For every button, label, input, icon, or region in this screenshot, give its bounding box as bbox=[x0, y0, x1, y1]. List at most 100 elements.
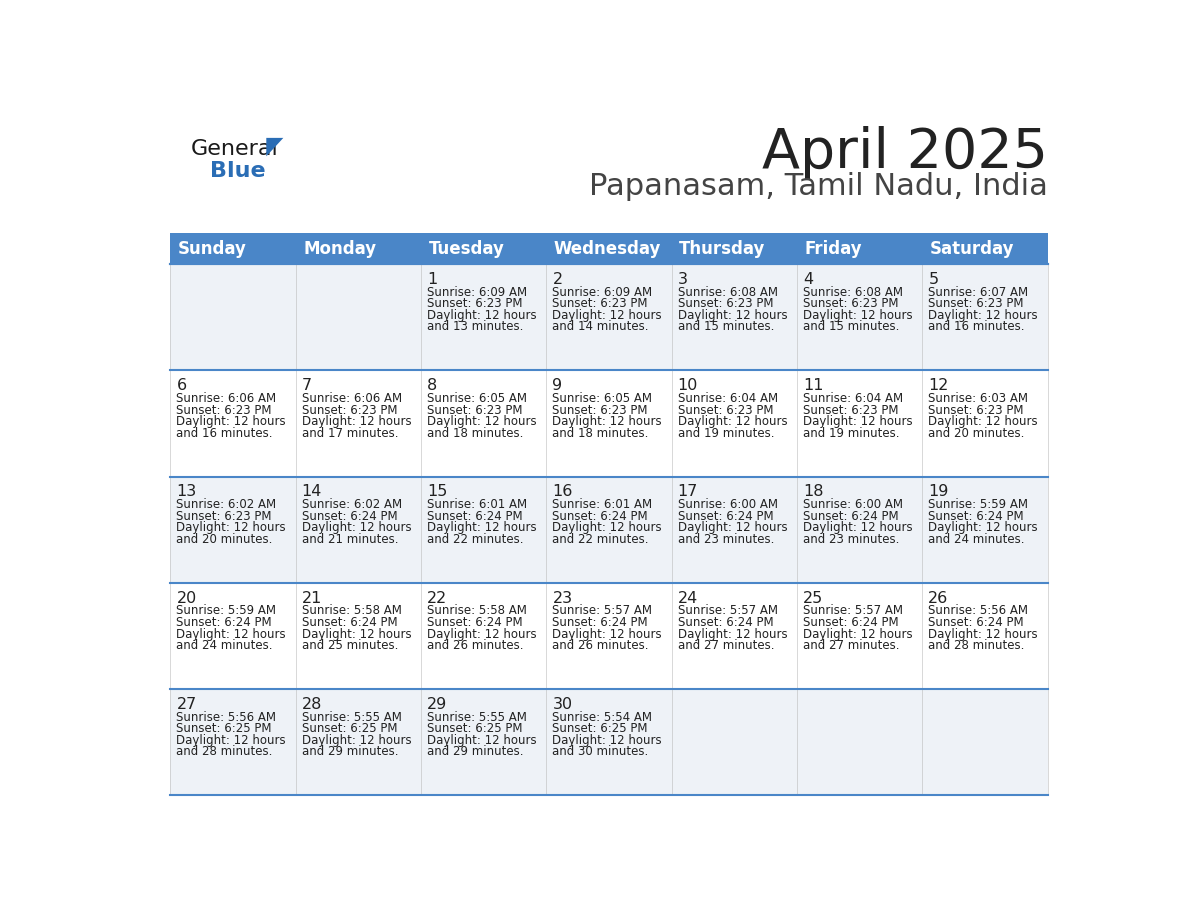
Text: and 15 minutes.: and 15 minutes. bbox=[803, 320, 899, 333]
Text: 28: 28 bbox=[302, 697, 322, 711]
Text: Sunset: 6:23 PM: Sunset: 6:23 PM bbox=[928, 297, 1024, 310]
Text: 26: 26 bbox=[928, 590, 949, 606]
Text: and 16 minutes.: and 16 minutes. bbox=[928, 320, 1025, 333]
Text: Sunrise: 5:57 AM: Sunrise: 5:57 AM bbox=[803, 604, 903, 618]
Text: Daylight: 12 hours: Daylight: 12 hours bbox=[426, 521, 537, 534]
Text: Sunset: 6:24 PM: Sunset: 6:24 PM bbox=[803, 509, 898, 522]
Text: Friday: Friday bbox=[804, 240, 862, 258]
Text: 11: 11 bbox=[803, 378, 823, 393]
Text: Sunset: 6:23 PM: Sunset: 6:23 PM bbox=[176, 509, 272, 522]
Text: and 26 minutes.: and 26 minutes. bbox=[552, 639, 649, 652]
Text: Tuesday: Tuesday bbox=[429, 240, 505, 258]
Text: Sunrise: 6:04 AM: Sunrise: 6:04 AM bbox=[803, 392, 903, 405]
Text: 23: 23 bbox=[552, 590, 573, 606]
Text: and 23 minutes.: and 23 minutes. bbox=[677, 532, 775, 546]
Text: 24: 24 bbox=[677, 590, 699, 606]
Text: and 25 minutes.: and 25 minutes. bbox=[302, 639, 398, 652]
Text: and 18 minutes.: and 18 minutes. bbox=[426, 427, 524, 440]
Text: Sunrise: 6:05 AM: Sunrise: 6:05 AM bbox=[426, 392, 527, 405]
Bar bbox=[170, 264, 1048, 371]
Text: and 27 minutes.: and 27 minutes. bbox=[803, 639, 899, 652]
Text: Sunset: 6:23 PM: Sunset: 6:23 PM bbox=[552, 404, 647, 417]
Bar bbox=[170, 476, 1048, 583]
Text: Daylight: 12 hours: Daylight: 12 hours bbox=[677, 415, 788, 428]
Text: and 30 minutes.: and 30 minutes. bbox=[552, 745, 649, 758]
Text: Daylight: 12 hours: Daylight: 12 hours bbox=[176, 415, 286, 428]
Text: Daylight: 12 hours: Daylight: 12 hours bbox=[803, 628, 912, 641]
Text: 29: 29 bbox=[426, 697, 448, 711]
Text: Sunrise: 6:03 AM: Sunrise: 6:03 AM bbox=[928, 392, 1029, 405]
Text: and 24 minutes.: and 24 minutes. bbox=[176, 639, 273, 652]
Text: 10: 10 bbox=[677, 378, 699, 393]
Text: Sunset: 6:25 PM: Sunset: 6:25 PM bbox=[426, 722, 523, 735]
Text: Papanasam, Tamil Nadu, India: Papanasam, Tamil Nadu, India bbox=[588, 172, 1048, 201]
Text: Sunrise: 5:58 AM: Sunrise: 5:58 AM bbox=[426, 604, 527, 618]
Text: Sunset: 6:24 PM: Sunset: 6:24 PM bbox=[928, 616, 1024, 629]
Text: Daylight: 12 hours: Daylight: 12 hours bbox=[552, 308, 662, 322]
Text: Daylight: 12 hours: Daylight: 12 hours bbox=[552, 521, 662, 534]
Text: and 19 minutes.: and 19 minutes. bbox=[677, 427, 775, 440]
Text: Sunset: 6:24 PM: Sunset: 6:24 PM bbox=[928, 509, 1024, 522]
Text: 15: 15 bbox=[426, 485, 448, 499]
Text: Sunset: 6:23 PM: Sunset: 6:23 PM bbox=[677, 297, 773, 310]
Text: Sunrise: 6:05 AM: Sunrise: 6:05 AM bbox=[552, 392, 652, 405]
Text: Daylight: 12 hours: Daylight: 12 hours bbox=[302, 628, 411, 641]
Text: Sunrise: 6:09 AM: Sunrise: 6:09 AM bbox=[426, 285, 527, 298]
Text: 9: 9 bbox=[552, 378, 562, 393]
Text: Sunrise: 6:02 AM: Sunrise: 6:02 AM bbox=[176, 498, 277, 511]
Text: and 29 minutes.: and 29 minutes. bbox=[302, 745, 398, 758]
Text: Sunset: 6:24 PM: Sunset: 6:24 PM bbox=[803, 616, 898, 629]
Text: Sunset: 6:23 PM: Sunset: 6:23 PM bbox=[426, 297, 523, 310]
Text: Sunset: 6:23 PM: Sunset: 6:23 PM bbox=[426, 404, 523, 417]
Text: 30: 30 bbox=[552, 697, 573, 711]
Text: 14: 14 bbox=[302, 485, 322, 499]
Text: 17: 17 bbox=[677, 485, 699, 499]
Text: Sunset: 6:24 PM: Sunset: 6:24 PM bbox=[302, 509, 397, 522]
Text: Sunrise: 5:57 AM: Sunrise: 5:57 AM bbox=[552, 604, 652, 618]
Text: and 20 minutes.: and 20 minutes. bbox=[928, 427, 1025, 440]
Text: Wednesday: Wednesday bbox=[554, 240, 662, 258]
Text: Daylight: 12 hours: Daylight: 12 hours bbox=[176, 733, 286, 747]
Text: Sunset: 6:23 PM: Sunset: 6:23 PM bbox=[176, 404, 272, 417]
Text: Sunrise: 6:02 AM: Sunrise: 6:02 AM bbox=[302, 498, 402, 511]
Bar bbox=[170, 689, 1048, 796]
Text: 2: 2 bbox=[552, 272, 562, 286]
Text: Daylight: 12 hours: Daylight: 12 hours bbox=[176, 628, 286, 641]
Text: Sunset: 6:23 PM: Sunset: 6:23 PM bbox=[552, 297, 647, 310]
Text: Sunrise: 6:00 AM: Sunrise: 6:00 AM bbox=[677, 498, 778, 511]
Text: Sunset: 6:24 PM: Sunset: 6:24 PM bbox=[176, 616, 272, 629]
Text: 5: 5 bbox=[928, 272, 939, 286]
Text: Sunrise: 5:59 AM: Sunrise: 5:59 AM bbox=[928, 498, 1029, 511]
Text: Sunset: 6:24 PM: Sunset: 6:24 PM bbox=[426, 509, 523, 522]
Text: and 29 minutes.: and 29 minutes. bbox=[426, 745, 524, 758]
Text: 27: 27 bbox=[176, 697, 197, 711]
Text: and 19 minutes.: and 19 minutes. bbox=[803, 427, 899, 440]
Text: 6: 6 bbox=[176, 378, 187, 393]
Text: Sunset: 6:23 PM: Sunset: 6:23 PM bbox=[677, 404, 773, 417]
Text: Sunset: 6:23 PM: Sunset: 6:23 PM bbox=[803, 297, 898, 310]
Text: 19: 19 bbox=[928, 485, 949, 499]
Text: and 18 minutes.: and 18 minutes. bbox=[552, 427, 649, 440]
Text: Sunrise: 6:04 AM: Sunrise: 6:04 AM bbox=[677, 392, 778, 405]
Text: Daylight: 12 hours: Daylight: 12 hours bbox=[302, 415, 411, 428]
Text: 22: 22 bbox=[426, 590, 448, 606]
Text: Sunset: 6:24 PM: Sunset: 6:24 PM bbox=[677, 616, 773, 629]
Text: Sunrise: 5:56 AM: Sunrise: 5:56 AM bbox=[928, 604, 1029, 618]
Text: April 2025: April 2025 bbox=[762, 126, 1048, 180]
Text: Sunset: 6:24 PM: Sunset: 6:24 PM bbox=[426, 616, 523, 629]
Text: Sunrise: 6:01 AM: Sunrise: 6:01 AM bbox=[426, 498, 527, 511]
Text: Sunset: 6:23 PM: Sunset: 6:23 PM bbox=[302, 404, 397, 417]
Text: Sunday: Sunday bbox=[178, 240, 247, 258]
Text: General: General bbox=[191, 140, 279, 160]
Text: Sunset: 6:23 PM: Sunset: 6:23 PM bbox=[928, 404, 1024, 417]
Text: Daylight: 12 hours: Daylight: 12 hours bbox=[928, 415, 1038, 428]
Text: Sunset: 6:24 PM: Sunset: 6:24 PM bbox=[552, 616, 647, 629]
Text: 20: 20 bbox=[176, 590, 197, 606]
Text: Sunrise: 6:01 AM: Sunrise: 6:01 AM bbox=[552, 498, 652, 511]
Text: Sunrise: 5:57 AM: Sunrise: 5:57 AM bbox=[677, 604, 778, 618]
Bar bbox=[170, 371, 1048, 476]
Text: and 28 minutes.: and 28 minutes. bbox=[176, 745, 273, 758]
Text: Saturday: Saturday bbox=[930, 240, 1015, 258]
Text: Daylight: 12 hours: Daylight: 12 hours bbox=[426, 308, 537, 322]
Text: Daylight: 12 hours: Daylight: 12 hours bbox=[552, 733, 662, 747]
